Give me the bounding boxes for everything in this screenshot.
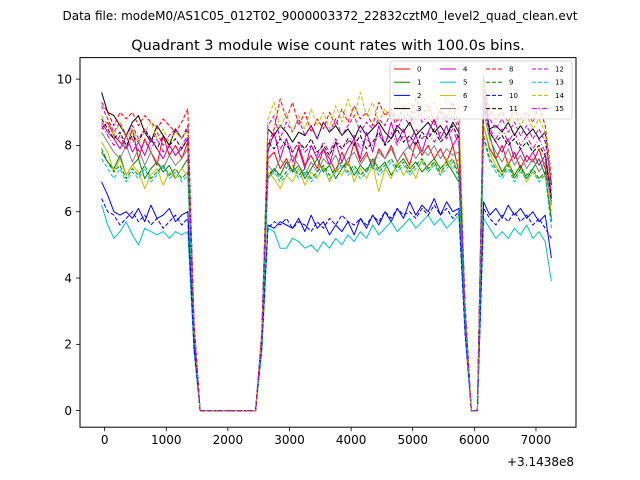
series-line-10 [101, 198, 552, 412]
legend-label-3: 3 [417, 105, 421, 113]
legend-label-8: 8 [509, 66, 513, 74]
series-line-2 [101, 181, 552, 412]
x-axis: 0 1000 2000 3000 4000 5000 6000 7000 [101, 427, 551, 447]
series-layer [101, 75, 552, 412]
legend-label-1: 1 [417, 79, 421, 87]
x-tick-label: 1000 [151, 433, 182, 447]
y-tick-label: 2 [64, 338, 72, 352]
legend-label-13: 13 [555, 79, 564, 87]
legend-label-0: 0 [417, 66, 421, 74]
legend-label-5: 5 [463, 79, 467, 87]
legend-label-11: 11 [509, 105, 518, 113]
x-tick-label: 2000 [213, 433, 244, 447]
y-tick-label: 0 [64, 404, 72, 418]
plot-area [79, 57, 577, 428]
y-tick-label: 8 [64, 139, 72, 153]
legend-box [389, 60, 573, 120]
x-tick-label: 3000 [274, 433, 305, 447]
x-tick-label: 6000 [459, 433, 490, 447]
y-tick-label: 6 [64, 205, 72, 219]
chart-title: Quadrant 3 module wise count rates with … [131, 38, 525, 54]
series-line-15 [101, 101, 552, 412]
legend-label-10: 10 [509, 92, 518, 100]
plot-frame [79, 57, 577, 428]
data-file-label: Data file: modeM0/AS1C05_012T02_90000033… [62, 9, 577, 23]
legend-label-15: 15 [555, 105, 564, 113]
legend-label-12: 12 [555, 66, 564, 74]
series-line-9 [101, 135, 552, 412]
x-tick-label: 4000 [336, 433, 367, 447]
y-tick-label: 4 [64, 271, 72, 285]
x-tick-label: 0 [101, 433, 109, 447]
x-tick-label: 5000 [397, 433, 428, 447]
y-axis: 0 2 4 6 8 10 [57, 72, 80, 418]
legend-label-2: 2 [417, 92, 421, 100]
y-tick-label: 10 [57, 72, 72, 86]
series-line-5 [101, 204, 552, 412]
legend-label-7: 7 [463, 105, 467, 113]
legend-label-14: 14 [555, 92, 564, 100]
legend-label-6: 6 [463, 92, 468, 100]
x-tick-label: 7000 [521, 433, 552, 447]
series-line-13 [101, 138, 552, 412]
legend-label-9: 9 [509, 79, 513, 87]
series-line-8 [101, 85, 552, 412]
legend-label-4: 4 [463, 66, 468, 74]
x-offset-label: +3.1438e8 [507, 455, 574, 469]
series-line-11 [101, 105, 552, 412]
